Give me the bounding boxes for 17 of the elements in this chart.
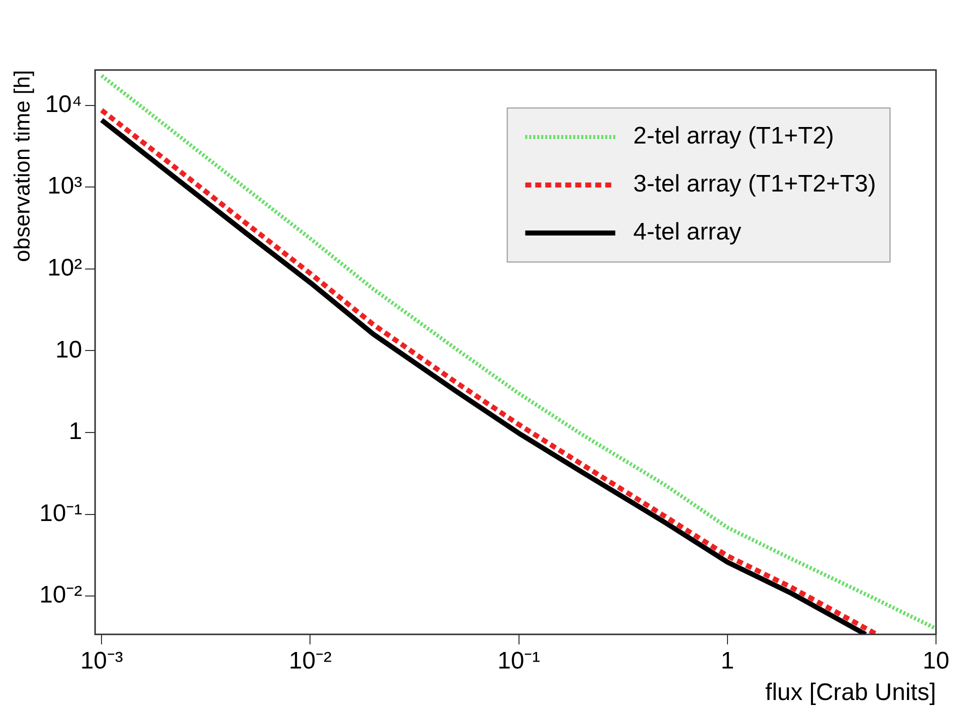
x-tick-label: 1 (720, 647, 734, 674)
x-tick-label: 10⁻³ (80, 647, 124, 674)
legend-label: 3-tel array (T1+T2+T3) (633, 170, 876, 198)
y-tick-label: 10⁴ (45, 90, 82, 118)
x-tick-label: 10⁻¹ (497, 647, 540, 674)
x-tick-label: 10⁻² (288, 647, 332, 674)
y-tick-label: 10⁻² (39, 582, 82, 609)
legend-label: 4-tel array (633, 218, 742, 246)
y-tick-label: 10² (47, 254, 82, 282)
x-axis-title: flux [Crab Units] (765, 679, 936, 706)
y-tick-label: 10 (55, 336, 82, 364)
y-tick-label: 10⁻¹ (39, 500, 82, 527)
y-tick-label: 1 (68, 418, 82, 446)
y-axis-title: observation time [h] (9, 70, 34, 262)
y-tick-label: 10³ (47, 172, 82, 200)
x-tick-label: 10 (922, 647, 950, 674)
legend-label: 2-tel array (T1+T2) (633, 122, 834, 150)
